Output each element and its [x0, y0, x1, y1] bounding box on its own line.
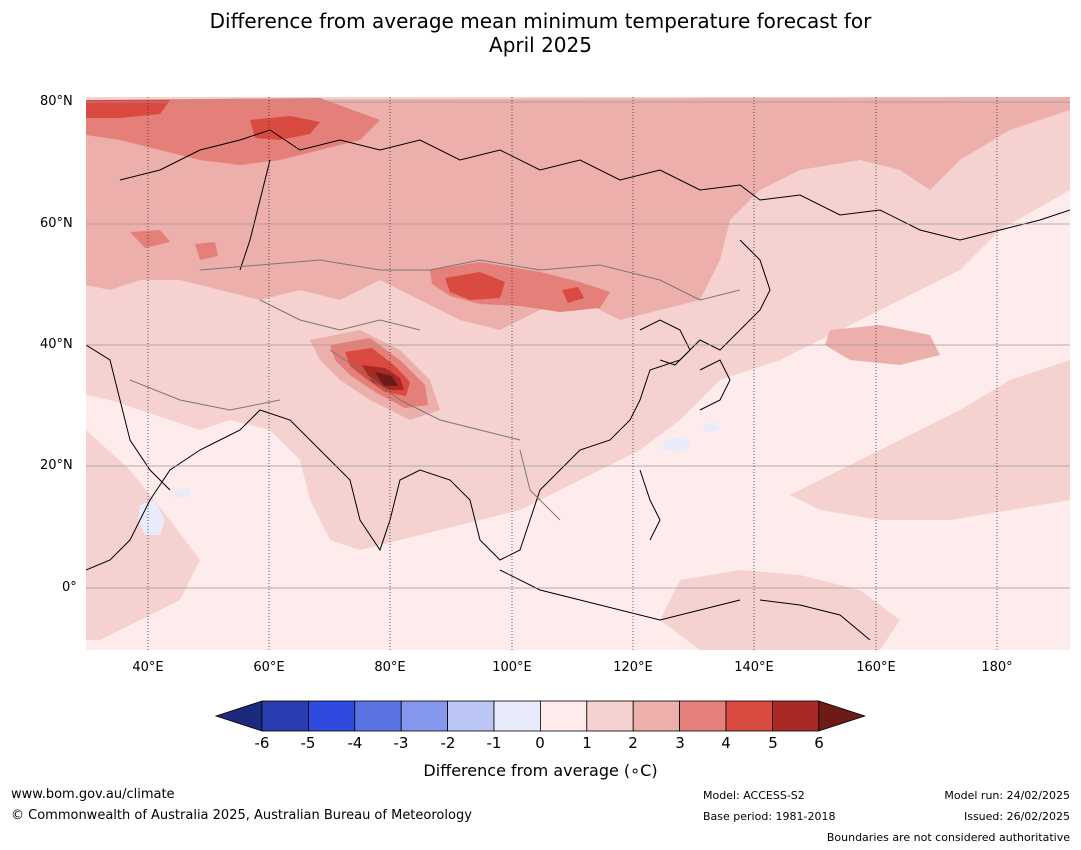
lat-label-40n: 40°N	[40, 337, 73, 352]
colorbar-segment	[725, 700, 773, 732]
colorbar-segment	[679, 700, 727, 732]
title-line-1: Difference from average mean minimum tem…	[209, 9, 872, 33]
tick-label: 5	[768, 734, 778, 752]
tick-label: 4	[721, 734, 731, 752]
title-line-2: April 2025	[489, 33, 592, 57]
map-title: Difference from average mean minimum tem…	[0, 9, 1081, 57]
tick-label: -4	[347, 734, 363, 752]
lat-label-20n: 20°N	[40, 458, 73, 473]
lon-label-140e: 140°E	[734, 660, 774, 675]
base-period-text: Base period: 1981-2018	[703, 810, 836, 823]
lon-label-120e: 120°E	[613, 660, 653, 675]
copyright-text: © Commonwealth of Australia 2025, Austra…	[11, 808, 472, 823]
lon-label-80e: 80°E	[374, 660, 406, 675]
lat-label-0: 0°	[62, 580, 77, 595]
colorbar-segment	[540, 700, 588, 732]
lat-label-60n: 60°N	[40, 216, 73, 231]
lon-label-180: 180°	[981, 660, 1013, 675]
tick-label: 1	[582, 734, 592, 752]
model-run-text: Model run: 24/02/2025	[944, 789, 1070, 802]
colorbar-segment	[261, 700, 309, 732]
coastlines	[86, 129, 1070, 641]
lon-label-40e: 40°E	[132, 660, 164, 675]
tick-label: 6	[814, 734, 824, 752]
anomaly-field	[86, 97, 1070, 650]
tick-label: -1	[486, 734, 502, 752]
lon-label-160e: 160°E	[856, 660, 896, 675]
colorbar-extend-high	[818, 700, 867, 732]
tick-label: 0	[535, 734, 545, 752]
colorbar-extend-low	[214, 700, 263, 732]
colorbar-segment	[632, 700, 681, 732]
tick-label: -6	[254, 734, 270, 752]
tick-label: -5	[300, 734, 316, 752]
disclaimer-text: Boundaries are not considered authoritat…	[826, 831, 1070, 844]
lon-label-100e: 100°E	[492, 660, 532, 675]
tick-label: -2	[440, 734, 456, 752]
colorbar-segment	[400, 700, 449, 732]
tick-label: 2	[628, 734, 638, 752]
issued-text: Issued: 26/02/2025	[963, 810, 1070, 823]
tick-label: 3	[675, 734, 685, 752]
model-text: Model: ACCESS-S2	[703, 789, 805, 802]
colorbar-segment	[493, 700, 541, 732]
lon-label-60e: 60°E	[253, 660, 285, 675]
colorbar-label: Difference from average (∘C)	[423, 761, 658, 780]
tick-label: -3	[393, 734, 409, 752]
country-borders	[129, 259, 741, 521]
gridlines	[86, 97, 1070, 650]
colorbar-segment	[772, 700, 820, 732]
lat-label-80n: 80°N	[40, 94, 73, 109]
website-link[interactable]: www.bom.gov.au/climate	[11, 787, 175, 802]
colorbar-segment	[586, 700, 634, 732]
colorbar-segment	[447, 700, 495, 732]
colorbar-segment	[307, 700, 356, 732]
colorbar-segment	[354, 700, 402, 732]
